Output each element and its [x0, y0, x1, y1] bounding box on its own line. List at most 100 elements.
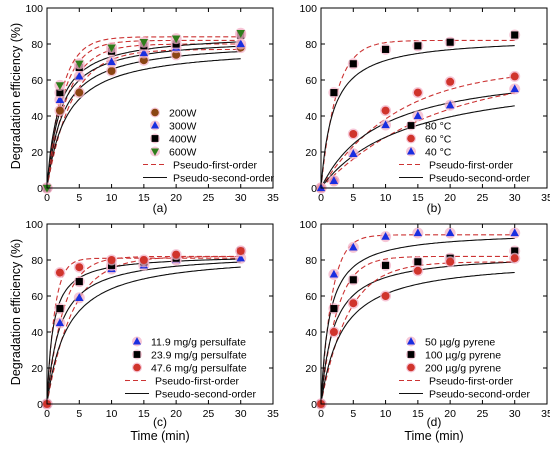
data-point: [75, 60, 84, 69]
x-axis-label-right: Time (min): [404, 429, 463, 443]
y-tick-label: 0: [311, 399, 317, 411]
data-point: [329, 269, 339, 278]
x-tick-label: 20: [444, 192, 456, 204]
data-point: [236, 30, 245, 38]
data-point: [56, 305, 64, 313]
data-point: [446, 77, 455, 86]
legend: 200W300W400W600WPseudo-first-orderPseudo…: [143, 107, 274, 185]
legend-label: 50 µg/g pyrene: [425, 337, 495, 349]
legend-label: Pseudo-first-order: [429, 376, 514, 388]
y-tick-label: 20: [305, 147, 317, 159]
data-point: [172, 250, 181, 259]
legend-marker: [407, 351, 415, 358]
data-point: [510, 72, 519, 81]
chart-panel-d: 0 5 10 15 20 25 30 35 0 20 40 60 80 100 (d) 50 µg/g pyr…: [299, 219, 550, 429]
legend: 80 °C60 °C40 °CPseudo-first-orderPseudo-…: [399, 120, 530, 185]
data-point: [445, 228, 455, 237]
x-tick-label: 35: [267, 408, 279, 420]
panel-label: (d): [427, 415, 442, 429]
data-point: [349, 276, 357, 284]
data-point: [75, 71, 84, 80]
data-point: [139, 256, 148, 264]
pseudo-second-order-curve: [320, 271, 515, 405]
y-tick-label: 60: [305, 75, 317, 87]
data-point: [510, 228, 519, 237]
x-tick-label: 25: [477, 408, 489, 420]
legend-marker: [133, 363, 141, 372]
x-tick-label: 20: [170, 192, 182, 204]
data-point: [413, 111, 423, 120]
pseudo-second-order-curve: [320, 237, 515, 405]
legend-label: Pseudo-second-order: [429, 389, 530, 401]
data-point: [55, 318, 65, 327]
legend-label: 11.9 mg/g persulfate: [151, 337, 246, 349]
y-tick-label: 40: [31, 111, 43, 123]
data-point: [446, 38, 454, 46]
x-tick-label: 0: [318, 192, 324, 204]
pseudo-second-order-curve: [46, 266, 241, 405]
legend-label: 400W: [169, 134, 197, 146]
legend-label: Pseudo-second-order: [173, 173, 274, 185]
data-point: [75, 278, 83, 286]
legend-label: Pseudo-second-order: [155, 389, 256, 401]
plot-frame: [320, 223, 548, 405]
data-point: [55, 106, 64, 115]
plot-frame: [46, 223, 274, 405]
data-point: [381, 231, 390, 240]
y-tick-label: 100: [299, 219, 317, 231]
y-tick-label: 40: [305, 327, 317, 339]
x-tick-label: 30: [235, 408, 247, 420]
data-point: [349, 242, 358, 251]
y-tick-label: 0: [37, 399, 43, 411]
chart-panel-a: 0 5 10 15 20 25 30 35 0 20 40 60 80 100 (a) 200W300W400…: [25, 3, 279, 215]
y-tick-label: 80: [31, 255, 43, 267]
data-point: [511, 247, 519, 255]
pseudo-first-order-curve: [320, 76, 515, 189]
data-point: [413, 266, 422, 275]
data-point: [330, 305, 338, 313]
x-tick-label: 10: [380, 408, 392, 420]
legend-label: 60 °C: [425, 134, 452, 146]
x-tick-label: 35: [541, 408, 550, 420]
data-point: [55, 268, 64, 277]
legend-marker: [151, 121, 159, 129]
panel-label: (b): [427, 201, 442, 215]
x-tick-label: 10: [106, 408, 118, 420]
data-point: [381, 120, 390, 129]
x-tick-label: 30: [509, 408, 521, 420]
data-point: [171, 35, 181, 44]
data-point: [75, 293, 84, 301]
pseudo-second-order-curve: [46, 58, 241, 189]
panel-label: (c): [153, 415, 167, 429]
data-point: [55, 82, 65, 91]
plot-frame: [46, 7, 274, 189]
x-tick-label: 5: [350, 408, 356, 420]
data-point: [349, 130, 358, 138]
x-tick-label: 5: [76, 192, 82, 204]
legend-marker: [407, 337, 415, 345]
legend-label: Pseudo-first-order: [173, 160, 258, 172]
data-point: [107, 67, 116, 75]
data-point: [172, 50, 181, 59]
legend-label: 47.6 mg/g persulfate: [151, 363, 247, 375]
data-point: [139, 39, 149, 47]
y-tick-label: 0: [37, 183, 43, 195]
y-tick-label: 80: [305, 255, 317, 267]
y-tick-label: 20: [305, 363, 317, 375]
data-point: [445, 100, 455, 109]
legend-label: Pseudo-first-order: [155, 376, 240, 388]
y-tick-label: 60: [31, 75, 43, 87]
legend-marker: [151, 135, 159, 142]
y-tick-label: 60: [305, 291, 317, 303]
x-tick-label: 0: [318, 408, 324, 420]
x-tick-label: 30: [509, 192, 521, 204]
data-point: [330, 89, 338, 97]
legend-label: Pseudo-second-order: [429, 173, 530, 185]
data-point: [236, 247, 245, 255]
legend-label: 200W: [169, 108, 197, 120]
x-tick-label: 30: [235, 192, 247, 204]
legend-marker: [407, 122, 415, 129]
data-point: [236, 39, 245, 48]
x-tick-label: 10: [106, 192, 118, 204]
